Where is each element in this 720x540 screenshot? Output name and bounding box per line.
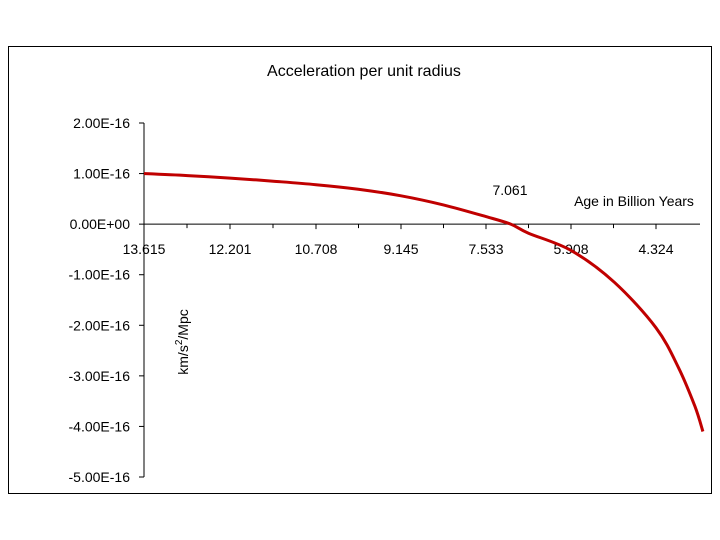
- y-tick-label: -1.00E-16: [69, 267, 131, 283]
- y-axis-label: km/s2/Mpc: [174, 309, 191, 374]
- series-line: [143, 172, 705, 432]
- chart-title: Acceleration per unit radius: [267, 63, 461, 80]
- x-tick-label: 13.615: [123, 241, 166, 257]
- x-axis-label: Age in Billion Years: [574, 193, 694, 209]
- x-tick-label: 9.145: [383, 241, 418, 257]
- x-tick-label: 4.324: [638, 241, 673, 257]
- y-tick-label: 1.00E-16: [73, 166, 130, 182]
- y-axis-label-main: km/s: [175, 345, 191, 375]
- x-tick-label: 7.533: [468, 241, 503, 257]
- y-tick-label: 0.00E+00: [70, 216, 131, 232]
- chart-frame: [8, 46, 712, 494]
- y-ticks: 2.00E-16 1.00E-16 0.00E+00 -1.00E-16 -2.00E-…: [69, 115, 144, 485]
- y-axis-label-tail: /Mpc: [175, 309, 191, 339]
- x-tick-label: 12.201: [209, 241, 252, 257]
- y-tick-label: -5.00E-16: [69, 469, 131, 485]
- y-tick-label: -4.00E-16: [69, 418, 131, 434]
- x-tick-label: 10.708: [295, 241, 338, 257]
- y-axis-label-sup: 2: [174, 339, 185, 345]
- y-tick-label: -3.00E-16: [69, 368, 131, 384]
- series-layer: [143, 172, 705, 432]
- y-tick-label: 2.00E-16: [73, 115, 130, 131]
- x-ticks: 13.615 12.201 10.708 9.145 7.533 5.908 4.324: [123, 224, 674, 257]
- y-tick-label: -2.00E-16: [69, 317, 131, 333]
- zero-crossing-annotation: 7.061: [492, 182, 527, 198]
